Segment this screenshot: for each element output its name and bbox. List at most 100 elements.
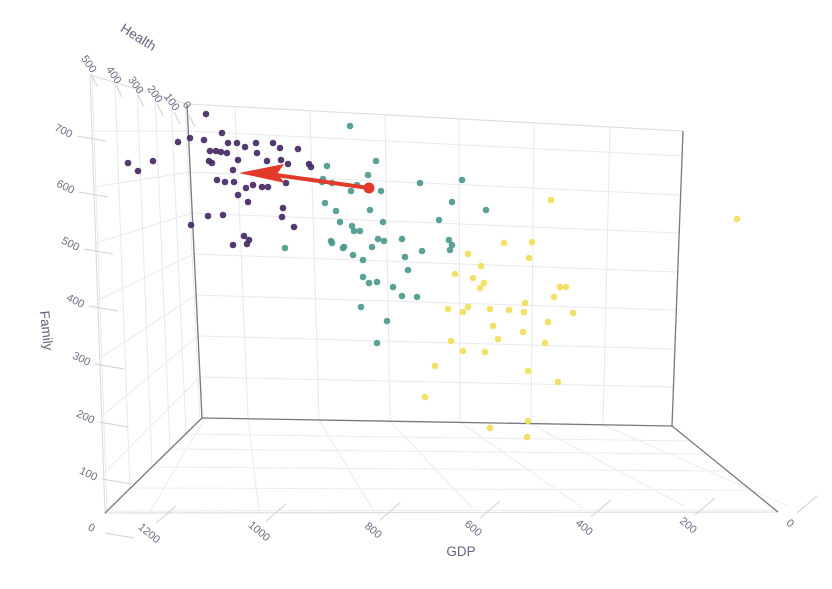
data-point-cluster-teal[interactable] (373, 339, 381, 347)
data-point-cluster-purple[interactable] (219, 211, 227, 219)
data-point-cluster-teal[interactable] (356, 227, 364, 235)
data-point-cluster-purple[interactable] (217, 148, 225, 156)
data-point-cluster-purple[interactable] (234, 191, 242, 199)
data-point-cluster-purple[interactable] (278, 213, 286, 221)
data-point-cluster-teal[interactable] (413, 293, 421, 301)
data-point-cluster-yellow[interactable] (525, 254, 533, 262)
data-point-cluster-teal[interactable] (389, 283, 397, 291)
data-point-cluster-yellow[interactable] (469, 274, 477, 282)
data-point-cluster-yellow[interactable] (421, 393, 429, 401)
data-point-cluster-yellow[interactable] (494, 335, 502, 343)
data-point-cluster-purple[interactable] (213, 176, 221, 184)
data-point-cluster-purple[interactable] (252, 139, 260, 147)
data-point-cluster-purple[interactable] (242, 184, 250, 192)
data-point-cluster-yellow[interactable] (459, 347, 467, 355)
data-point-cluster-yellow[interactable] (547, 196, 555, 204)
data-point-cluster-purple[interactable] (149, 157, 157, 165)
data-point-cluster-yellow[interactable] (556, 283, 564, 291)
data-point-cluster-purple[interactable] (229, 241, 237, 249)
data-point-cluster-teal[interactable] (383, 317, 391, 325)
data-point-cluster-teal[interactable] (340, 243, 348, 251)
data-point-cluster-yellow[interactable] (550, 293, 558, 301)
data-point-cluster-yellow[interactable] (444, 305, 452, 313)
data-point-cluster-yellow[interactable] (544, 318, 552, 326)
data-point-cluster-purple[interactable] (221, 178, 229, 186)
data-point-cluster-purple[interactable] (240, 232, 248, 240)
data-point-cluster-yellow[interactable] (524, 367, 532, 375)
data-point-cluster-purple[interactable] (186, 134, 194, 142)
data-point-cluster-yellow[interactable] (562, 283, 570, 291)
data-point-cluster-teal[interactable] (446, 246, 454, 254)
data-point-cluster-purple[interactable] (253, 149, 261, 157)
data-point-cluster-purple[interactable] (233, 139, 241, 147)
data-point-cluster-yellow[interactable] (505, 306, 513, 314)
data-point-cluster-purple[interactable] (223, 149, 231, 157)
data-point-cluster-teal[interactable] (372, 157, 380, 165)
data-point-cluster-teal[interactable] (377, 187, 385, 195)
data-point-cluster-teal[interactable] (365, 279, 373, 287)
data-point-cluster-purple[interactable] (208, 159, 216, 167)
data-point-cluster-yellow[interactable] (500, 239, 508, 247)
data-point-cluster-yellow[interactable] (569, 309, 577, 317)
data-point-cluster-yellow[interactable] (431, 362, 439, 370)
data-point-cluster-purple[interactable] (258, 183, 266, 191)
data-point-cluster-purple[interactable] (243, 240, 251, 248)
data-point-cluster-purple[interactable] (229, 166, 237, 174)
data-point-cluster-yellow[interactable] (523, 433, 531, 441)
data-point-cluster-purple[interactable] (277, 156, 285, 164)
data-point-cluster-teal[interactable] (482, 206, 490, 214)
data-point-cluster-purple[interactable] (264, 183, 272, 191)
data-point-cluster-purple[interactable] (307, 163, 315, 171)
data-point-cluster-yellow[interactable] (480, 279, 488, 287)
data-point-cluster-purple[interactable] (224, 139, 232, 147)
data-point-cluster-purple[interactable] (279, 204, 287, 212)
data-point-cluster-teal[interactable] (336, 218, 344, 226)
data-point-cluster-purple[interactable] (249, 181, 257, 189)
data-point-cluster-yellow[interactable] (524, 417, 532, 425)
data-point-cluster-teal[interactable] (321, 199, 329, 207)
data-point-cluster-teal[interactable] (348, 222, 356, 230)
data-point-cluster-yellow[interactable] (447, 337, 455, 345)
data-point-cluster-teal[interactable] (448, 241, 456, 249)
data-point-cluster-teal[interactable] (366, 206, 374, 214)
data-point-cluster-yellow[interactable] (476, 284, 484, 292)
data-point-cluster-teal[interactable] (346, 122, 354, 130)
data-point-cluster-yellow[interactable] (521, 299, 529, 307)
data-point-cluster-teal[interactable] (328, 239, 336, 247)
data-point-cluster-purple[interactable] (124, 159, 132, 167)
data-point-cluster-teal[interactable] (398, 235, 406, 243)
data-point-cluster-purple[interactable] (174, 138, 182, 146)
data-point-cluster-teal[interactable] (364, 171, 372, 179)
data-point-cluster-purple[interactable] (241, 143, 249, 151)
data-point-cluster-teal[interactable] (323, 162, 331, 170)
data-point-cluster-teal[interactable] (357, 303, 365, 311)
data-point-cluster-teal[interactable] (359, 273, 367, 281)
data-point-cluster-teal[interactable] (445, 236, 453, 244)
data-point-cluster-purple[interactable] (230, 178, 238, 186)
data-point-cluster-teal[interactable] (416, 179, 424, 187)
data-point-cluster-purple[interactable] (200, 136, 208, 144)
data-point-cluster-teal[interactable] (359, 256, 367, 264)
data-point-cluster-purple[interactable] (187, 221, 195, 229)
data-point-cluster-teal[interactable] (448, 198, 456, 206)
data-point-cluster-yellow[interactable] (489, 322, 497, 330)
data-point-cluster-teal[interactable] (401, 253, 409, 261)
data-point-cluster-teal[interactable] (380, 237, 388, 245)
data-point-cluster-teal[interactable] (398, 292, 406, 300)
data-point-cluster-teal[interactable] (404, 266, 412, 274)
data-point-cluster-yellow[interactable] (528, 238, 536, 246)
data-point-cluster-purple[interactable] (263, 157, 271, 165)
data-point-cluster-purple[interactable] (204, 212, 212, 220)
annotation-origin-point[interactable] (363, 182, 375, 194)
data-point-cluster-teal[interactable] (458, 176, 466, 184)
data-point-cluster-yellow[interactable] (459, 308, 467, 316)
data-point-cluster-yellow[interactable] (554, 378, 562, 386)
data-point-cluster-yellow[interactable] (451, 270, 459, 278)
data-point-cluster-teal[interactable] (350, 227, 358, 235)
data-point-cluster-teal[interactable] (347, 187, 355, 195)
data-point-cluster-purple[interactable] (282, 179, 290, 187)
data-point-cluster-yellow[interactable] (481, 348, 489, 356)
data-point-cluster-teal[interactable] (349, 251, 357, 259)
data-point-cluster-yellow[interactable] (541, 339, 549, 347)
